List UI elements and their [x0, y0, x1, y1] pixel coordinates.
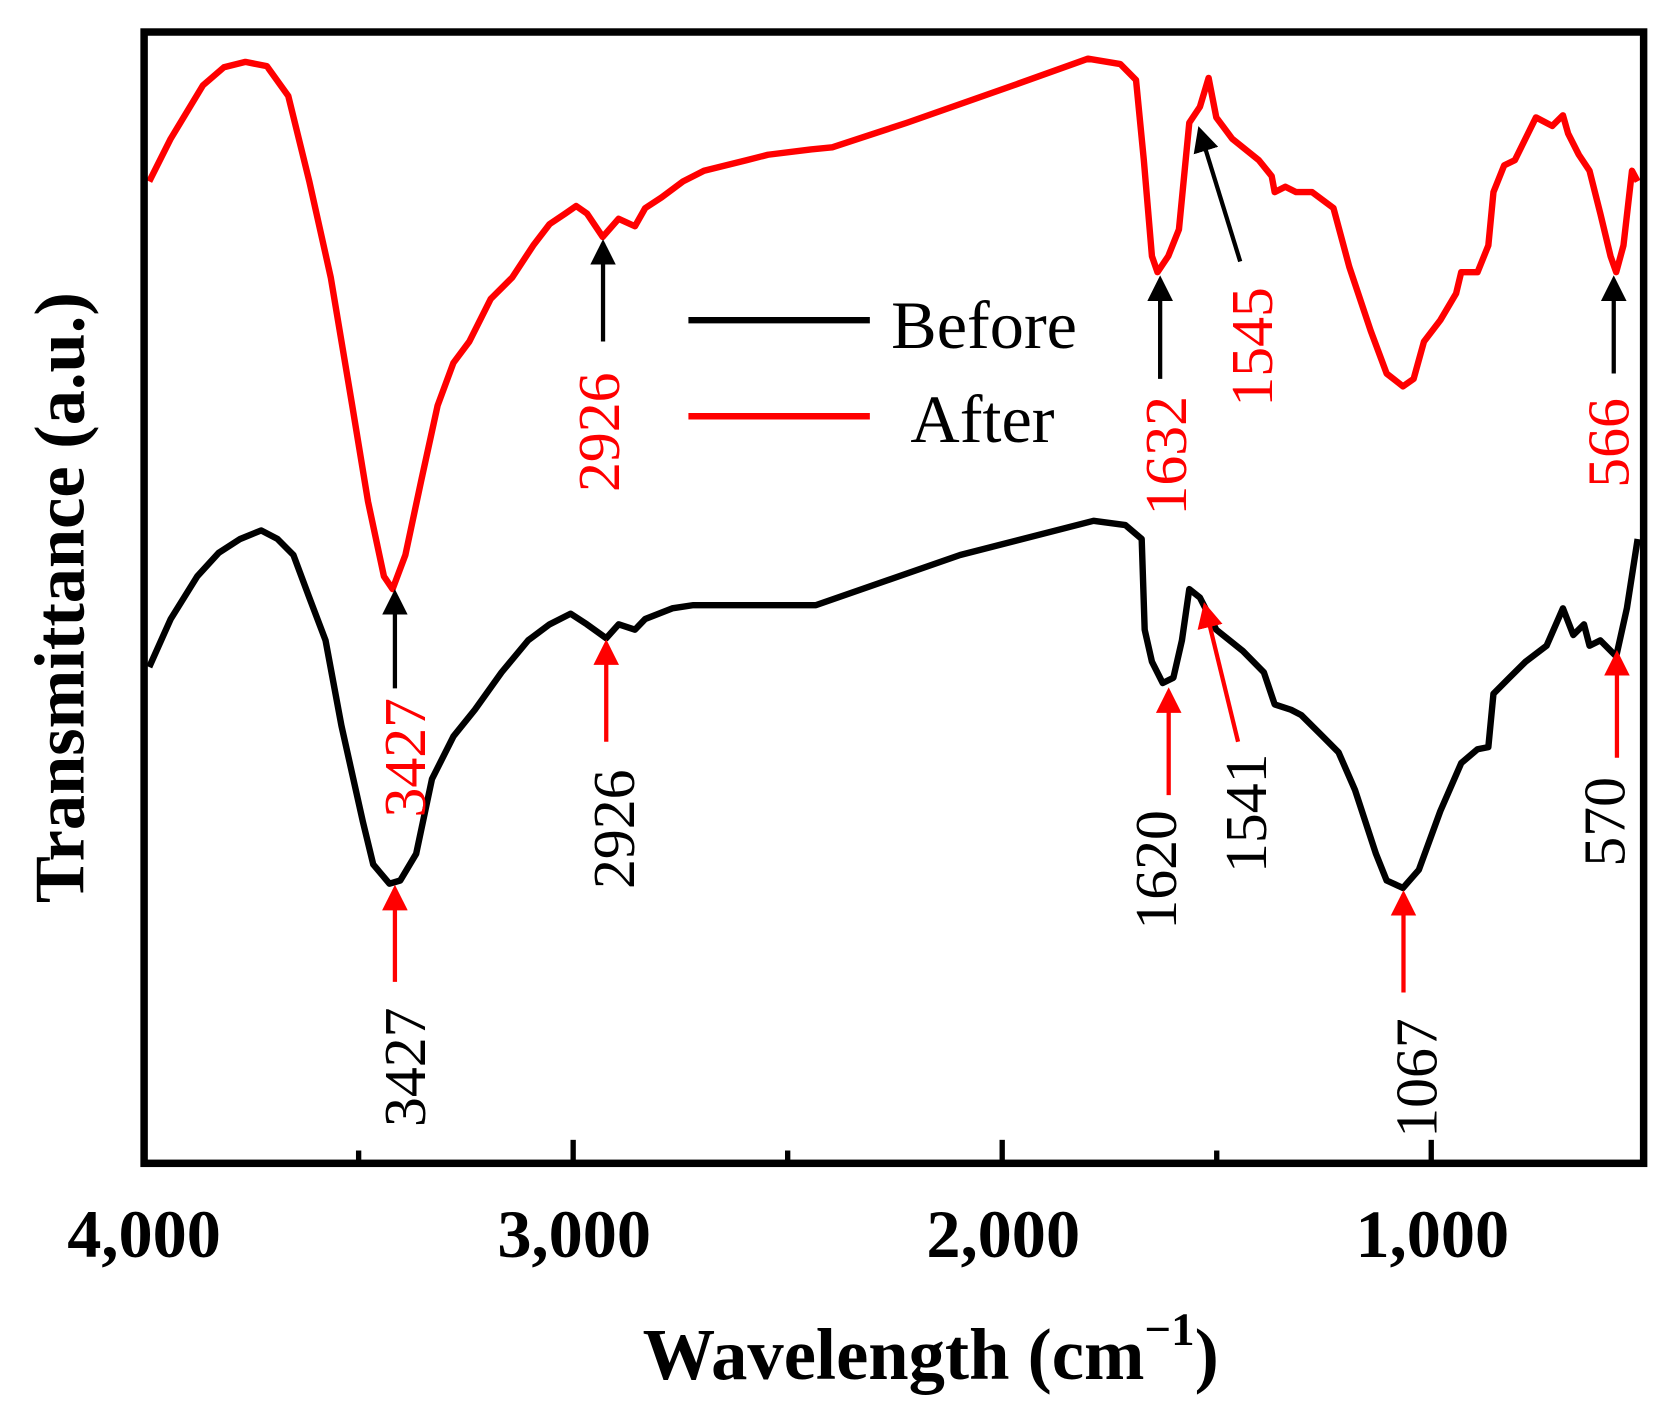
peak-label: 1067: [1384, 1018, 1450, 1138]
peak-label: 570: [1571, 777, 1637, 867]
plot-frame: [140, 28, 1648, 1168]
x-tick-label: 4,000: [67, 1196, 221, 1272]
x-tick-label: 3,000: [497, 1196, 651, 1272]
series-line-after: [146, 55, 1641, 593]
annotations-after: 3427 2926 1632 1545 566: [372, 126, 1642, 818]
peak-label: 1620: [1123, 810, 1189, 930]
peak-label: 1545: [1219, 287, 1285, 407]
legend-label-after: After: [910, 381, 1054, 457]
peak-label: 3427: [372, 1008, 438, 1128]
peak-arrow: [1193, 126, 1243, 263]
annotations-before: 3427 2926 1620 1541 1067 570: [372, 602, 1637, 1138]
series-line-before: [146, 517, 1641, 892]
peak-label: 1541: [1213, 754, 1279, 874]
x-tick-labels: 4,000 3,000 2,000 1,000: [67, 1196, 1509, 1272]
peak-label: 2926: [581, 770, 647, 890]
series-layer: [146, 55, 1641, 892]
peak-label: 3427: [372, 698, 438, 818]
peak-label: 2926: [566, 372, 632, 492]
x-tick-label: 1,000: [1355, 1196, 1509, 1272]
peak-label: 566: [1576, 398, 1642, 488]
peak-arrow: [1197, 602, 1241, 743]
legend: Before After: [688, 287, 1077, 457]
legend-label-before: Before: [891, 287, 1077, 363]
y-axis-label: Transmittance (a.u.): [21, 292, 99, 903]
peak-label: 1632: [1133, 396, 1199, 515]
x-tick-label: 2,000: [926, 1196, 1080, 1272]
x-axis-label: Wavelength (cm−1): [643, 1304, 1219, 1395]
